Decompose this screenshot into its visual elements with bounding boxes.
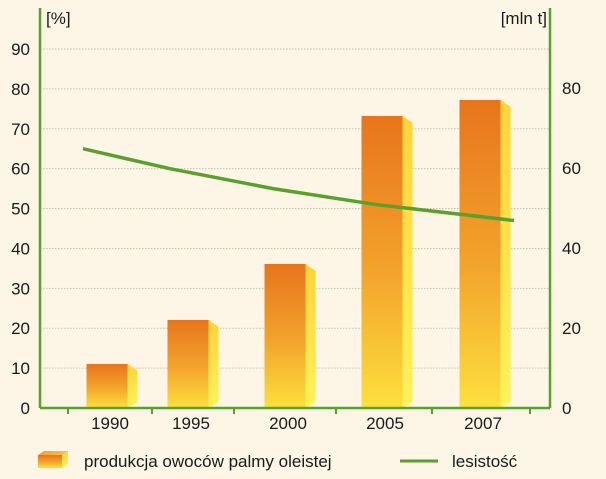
- bar-side-face: [500, 100, 511, 408]
- legend-bar-swatch: [38, 451, 68, 468]
- bar-side-face: [208, 320, 219, 408]
- bars: [86, 100, 511, 408]
- right-axis-tick-label: 40: [562, 239, 581, 258]
- legend-line-label: lesistość: [452, 452, 518, 471]
- category-label: 1990: [91, 414, 129, 433]
- left-axis-tick-label: 80: [11, 80, 30, 99]
- category-labels: 1990 1995 2000 2005 2007: [91, 414, 502, 433]
- left-axis-tick-label: 0: [21, 399, 30, 418]
- legend: produkcja owoców palmy oleistej lesistoś…: [38, 451, 518, 471]
- right-axis-tick-labels: 0 20 40 60 80: [562, 79, 581, 418]
- bar-front-face: [86, 364, 128, 408]
- bar-side-face: [305, 264, 316, 408]
- left-axis-unit-label: [%]: [46, 9, 71, 28]
- bar: [167, 320, 219, 408]
- left-axis-tick-label: 50: [11, 200, 30, 219]
- bar-side-face: [402, 116, 413, 408]
- right-axis-tick-label: 60: [562, 159, 581, 178]
- left-axis-tick-label: 20: [11, 319, 30, 338]
- right-axis-unit-label: [mln t]: [501, 9, 547, 28]
- left-axis-tick-label: 70: [11, 120, 30, 139]
- x-axis-ticks: [67, 408, 531, 414]
- lesistosc-line: [82, 147, 515, 223]
- bar: [361, 116, 413, 408]
- bar-front-face: [361, 116, 403, 408]
- left-axis-tick-labels: 0 10 20 30 40 50 60 70 80 90: [11, 40, 30, 418]
- right-axis-tick-label: 20: [562, 319, 581, 338]
- bar-side-face: [127, 364, 138, 408]
- category-label: 2007: [464, 414, 502, 433]
- right-axis-tick-label: 0: [562, 399, 571, 418]
- bar: [459, 100, 511, 408]
- bar: [86, 364, 138, 408]
- left-axis-tick-label: 90: [11, 40, 30, 59]
- line-series: [82, 147, 515, 223]
- category-label: 2000: [269, 414, 307, 433]
- left-axis-tick-label: 10: [11, 359, 30, 378]
- legend-bar-label: produkcja owoców palmy oleistej: [84, 452, 332, 471]
- bar-front-face: [264, 264, 306, 408]
- category-label: 1995: [172, 414, 210, 433]
- left-axis-tick-label: 40: [11, 239, 30, 258]
- right-axis-tick-label: 80: [562, 79, 581, 98]
- bar-front-face: [167, 320, 209, 408]
- left-axis-tick-label: 30: [11, 279, 30, 298]
- left-axis-tick-label: 60: [11, 160, 30, 179]
- bar: [264, 264, 316, 408]
- category-label: 2005: [366, 414, 404, 433]
- bar-front-face: [459, 100, 501, 408]
